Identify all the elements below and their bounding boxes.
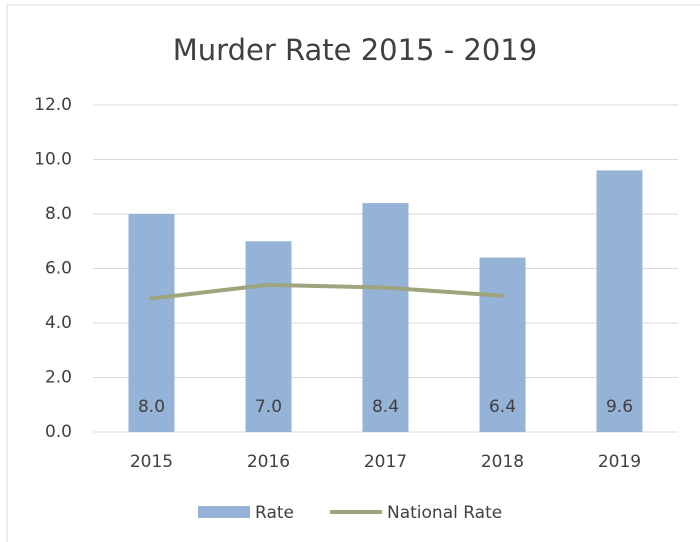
- data-label: 9.6: [606, 397, 633, 417]
- y-tick-label: 12.0: [34, 95, 72, 115]
- x-tick-label: 2016: [247, 452, 290, 472]
- x-tick-label: 2019: [598, 452, 641, 472]
- x-tick-label: 2015: [130, 452, 173, 472]
- x-tick-label: 2017: [364, 452, 407, 472]
- x-tick-label: 2018: [481, 452, 524, 472]
- y-tick-label: 0.0: [45, 422, 72, 442]
- data-label: 8.4: [372, 397, 399, 417]
- data-label: 8.0: [138, 397, 165, 417]
- legend-label: National Rate: [387, 503, 502, 523]
- bar: [245, 241, 292, 432]
- legend-swatch: [198, 506, 250, 518]
- bar: [362, 203, 409, 432]
- bar: [128, 214, 175, 432]
- line: [149, 282, 505, 301]
- chart-border: [6, 4, 700, 542]
- data-label: 6.4: [489, 397, 516, 417]
- bar: [479, 257, 526, 432]
- chart-title: Murder Rate 2015 - 2019: [173, 33, 537, 67]
- y-tick-label: 4.0: [45, 313, 72, 333]
- y-tick-label: 10.0: [34, 150, 72, 170]
- legend-label: Rate: [255, 503, 294, 523]
- y-tick-label: 2.0: [45, 368, 72, 388]
- y-tick-label: 6.0: [45, 259, 72, 279]
- y-tick-label: 8.0: [45, 204, 72, 224]
- bar: [596, 170, 643, 432]
- data-label: 7.0: [255, 397, 282, 417]
